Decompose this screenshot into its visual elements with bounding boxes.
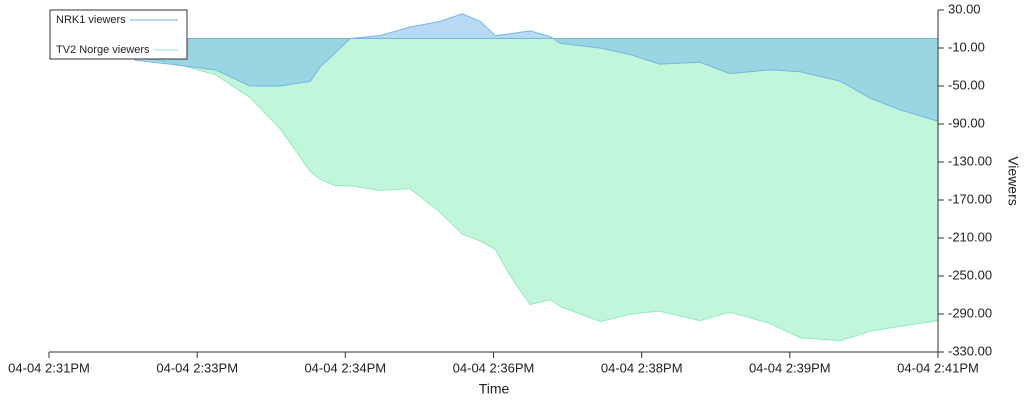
y-tick-label: -170.00 <box>948 191 992 206</box>
y-tick-label: -50.00 <box>948 77 985 92</box>
y-tick-label: -130.00 <box>948 153 992 168</box>
legend-label: NRK1 viewers <box>56 14 126 26</box>
y-tick-label: -290.00 <box>948 305 992 320</box>
y-tick-label: -90.00 <box>948 115 985 130</box>
y-axis-title: Viewers <box>1005 156 1021 206</box>
x-tick-label: 04-04 2:31PM <box>8 360 90 375</box>
legend: NRK1 viewers TV2 Norge viewers <box>49 9 188 60</box>
y-tick-label: -330.00 <box>948 343 992 358</box>
legend-box <box>49 9 188 60</box>
y-tick-label: -210.00 <box>948 229 992 244</box>
x-tick-label: 04-04 2:33PM <box>156 360 238 375</box>
y-tick-label: -10.00 <box>948 39 985 54</box>
area <box>134 13 939 122</box>
x-axis-title: Time <box>479 381 510 397</box>
y-tick-label: 30.00 <box>948 1 981 16</box>
legend-label: TV2 Norge viewers <box>56 44 150 56</box>
x-tick-label: 04-04 2:34PM <box>304 360 386 375</box>
x-tick-label: 04-04 2:39PM <box>749 360 831 375</box>
x-tick-label: 04-04 2:41PM <box>897 360 979 375</box>
x-tick-label: 04-04 2:38PM <box>601 360 683 375</box>
area <box>134 38 939 342</box>
x-tick-label: 04-04 2:36PM <box>453 360 535 375</box>
y-tick-label: -250.00 <box>948 267 992 282</box>
